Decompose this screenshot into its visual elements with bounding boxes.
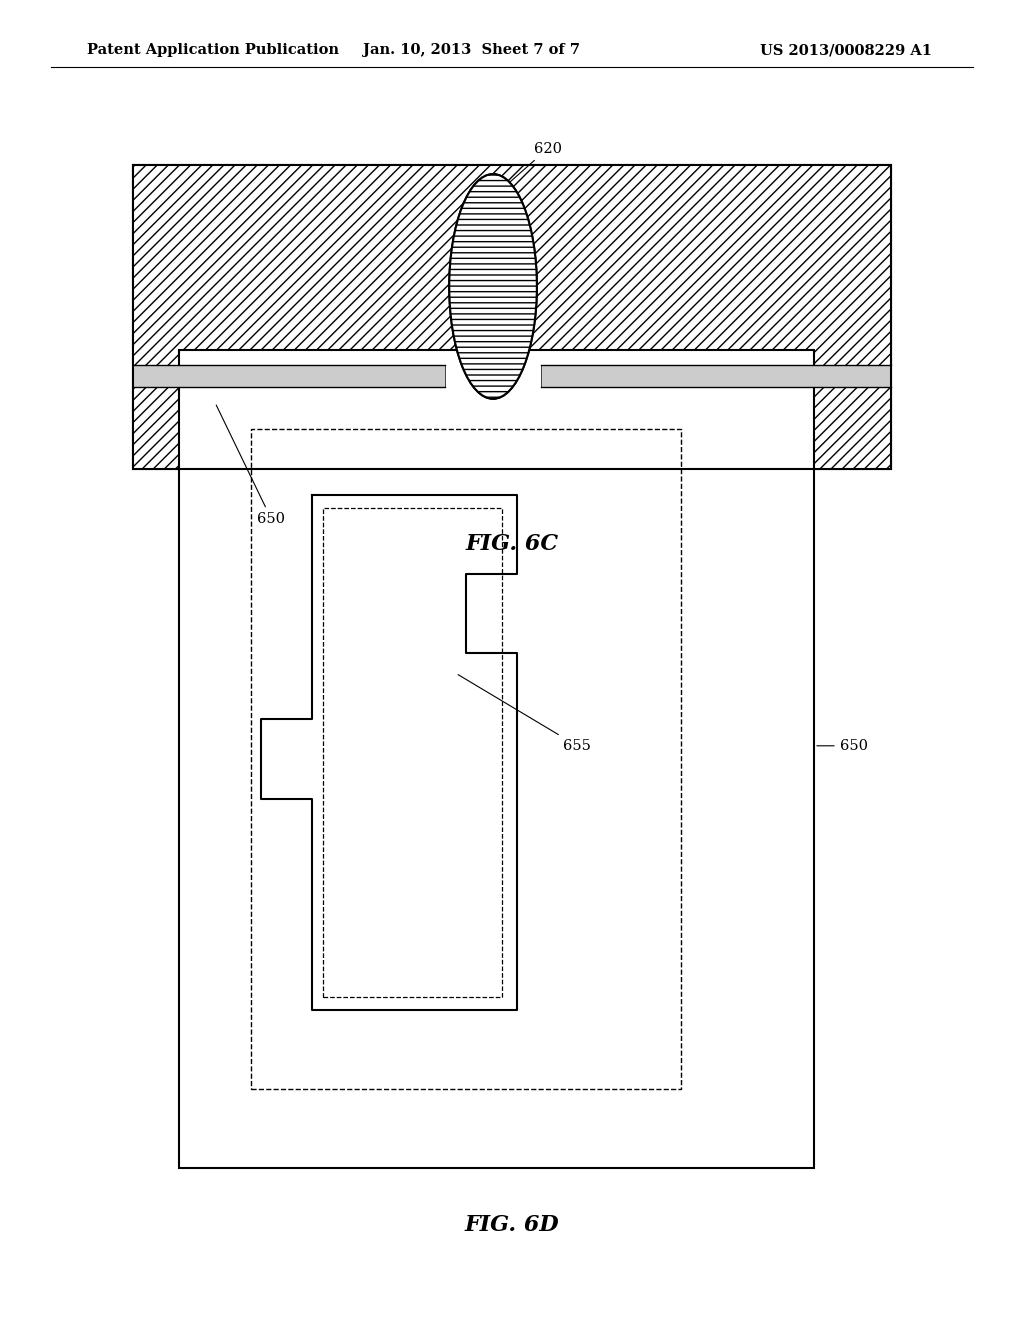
- Text: FIG. 6C: FIG. 6C: [466, 533, 558, 554]
- Bar: [541, 366, 891, 387]
- Bar: [133, 165, 891, 469]
- Text: FIG. 6D: FIG. 6D: [465, 1214, 559, 1236]
- Text: 650: 650: [216, 405, 286, 527]
- Ellipse shape: [450, 174, 537, 399]
- Bar: [133, 165, 891, 378]
- Ellipse shape: [450, 174, 537, 399]
- Text: Patent Application Publication: Patent Application Publication: [87, 44, 339, 57]
- Text: Jan. 10, 2013  Sheet 7 of 7: Jan. 10, 2013 Sheet 7 of 7: [362, 44, 580, 57]
- Text: US 2013/0008229 A1: US 2013/0008229 A1: [760, 44, 932, 57]
- Bar: [179, 350, 814, 1168]
- Bar: [133, 368, 891, 378]
- Bar: [133, 366, 891, 387]
- Bar: [133, 384, 891, 469]
- Text: 655: 655: [458, 675, 591, 752]
- Bar: [133, 165, 891, 469]
- Bar: [133, 366, 445, 387]
- Text: 620: 620: [508, 141, 561, 183]
- Bar: [323, 508, 502, 997]
- Text: 650: 650: [817, 739, 867, 752]
- Bar: [251, 429, 681, 1089]
